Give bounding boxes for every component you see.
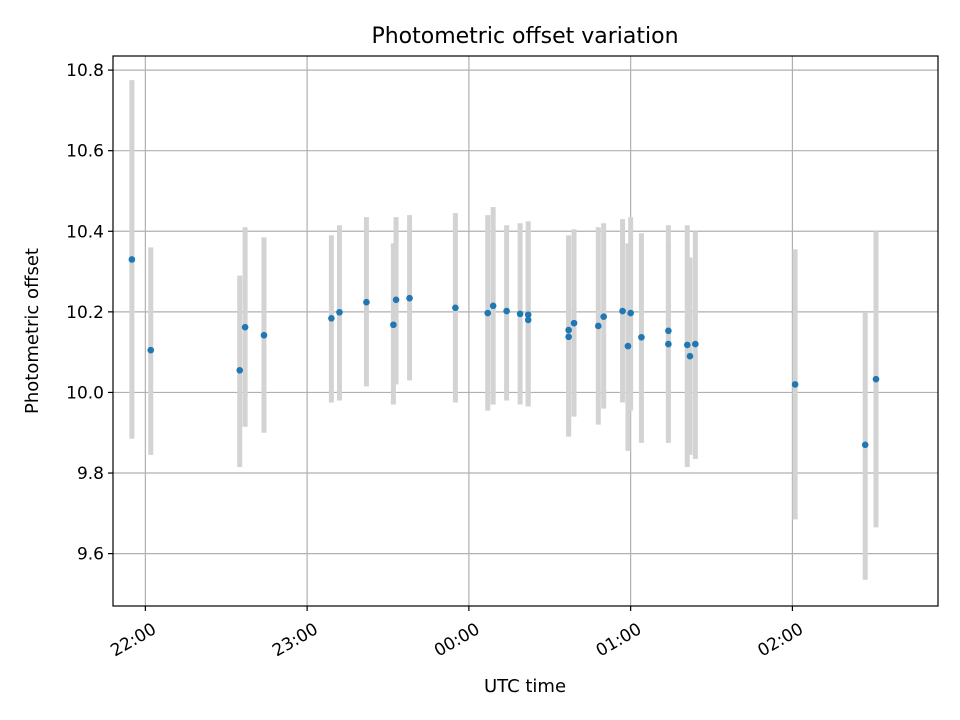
plot-area-frame: [112, 55, 939, 607]
data-point: [128, 256, 136, 263]
data-point: [627, 309, 634, 317]
data-point: [861, 441, 869, 449]
data-point: [392, 296, 400, 304]
data-point: [363, 298, 370, 306]
data-point: [484, 309, 492, 317]
data-point: [260, 331, 268, 339]
data-point: [638, 333, 645, 341]
data-point: [665, 340, 672, 348]
data-point: [516, 310, 524, 318]
data-point: [565, 333, 572, 341]
data-point: [872, 375, 880, 383]
data-point: [236, 366, 244, 374]
y-tick-label: 10.8: [66, 61, 104, 81]
data-point: [336, 308, 343, 316]
data-point: [600, 313, 607, 320]
data-point: [147, 346, 155, 354]
y-axis-label: Photometric offset: [22, 248, 43, 414]
y-tick-label: 9.6: [77, 545, 104, 565]
data-point: [570, 319, 578, 327]
data-point: [406, 294, 413, 302]
y-tick-label: 10.2: [66, 303, 104, 323]
data-point: [390, 321, 397, 329]
y-tick-label: 10.0: [66, 383, 104, 403]
data-point: [665, 327, 672, 335]
x-axis-label: UTC time: [484, 676, 566, 697]
data-point: [503, 307, 510, 315]
data-point: [489, 302, 497, 310]
chart-title: Photometric offset variation: [371, 24, 678, 49]
data-point: [565, 326, 572, 334]
data-point: [692, 340, 699, 348]
data-point: [241, 323, 249, 331]
data-point: [791, 381, 799, 388]
data-point: [524, 316, 532, 324]
data-point: [624, 342, 632, 350]
grid-lines: [113, 56, 938, 606]
data-point: [594, 322, 602, 330]
data-point: [452, 304, 459, 312]
data-points: [128, 256, 880, 449]
y-tick-label: 10.4: [66, 222, 104, 242]
data-point: [683, 341, 691, 349]
y-tick-label: 10.6: [66, 142, 104, 162]
y-axis-ticks: 9.6 9.8 10.0 10.2 10.4 10.6 10.8: [66, 61, 113, 565]
data-point: [524, 311, 532, 318]
data-point: [686, 352, 694, 360]
y-tick-label: 9.8: [77, 464, 104, 484]
data-point: [619, 307, 626, 315]
data-point: [328, 315, 335, 322]
